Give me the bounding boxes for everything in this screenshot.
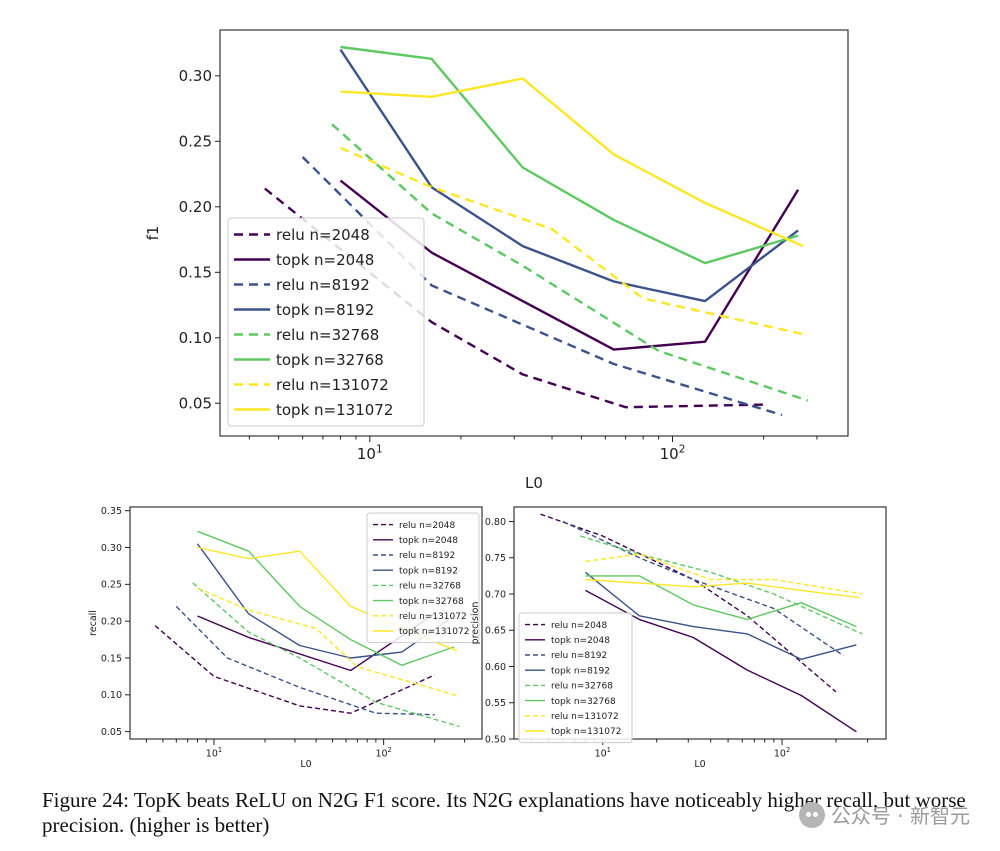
legend-label: relu n=8192 bbox=[399, 551, 455, 561]
series-line-relu-n-131072 bbox=[340, 146, 809, 337]
legend-label: relu n=8192 bbox=[551, 651, 607, 661]
chart-f1: 101 102 0.05 0.10 0.15 0.20 0.25 0.30 L0 f1 relu n… bbox=[144, 29, 849, 492]
figure-canvas: 101 102 0.05 0.10 0.15 0.20 0.25 0.30 L0 f1 relu n… bbox=[88, 29, 887, 770]
legend-label: relu n=131072 bbox=[276, 376, 389, 394]
x-axis-label: L0 bbox=[300, 759, 311, 770]
series-line-topk-n-8192 bbox=[339, 48, 799, 303]
watermark-text: 公众号 · 新智元 bbox=[830, 804, 970, 828]
plot-frame bbox=[513, 506, 887, 740]
y-tick-label: 0.25 bbox=[101, 580, 122, 591]
legend-label: relu n=2048 bbox=[399, 521, 456, 531]
y-tick-label: 0.55 bbox=[485, 698, 506, 709]
y-tick-label: 0.30 bbox=[179, 67, 212, 85]
chart-recall: 101 102 0.05 0.10 0.15 0.20 0.25 0.30 0.35 L0 reca… bbox=[88, 506, 483, 770]
x-tick-label: 102 bbox=[660, 443, 686, 463]
legend-box bbox=[366, 512, 480, 644]
y-tick-label: 0.35 bbox=[101, 506, 122, 517]
legend-label: relu n=131072 bbox=[399, 612, 467, 622]
x-tick-label: 102 bbox=[774, 746, 790, 759]
legend-label: topk n=2048 bbox=[399, 536, 458, 546]
legend-label: topk n=8192 bbox=[276, 301, 374, 319]
x-tick-label: 102 bbox=[375, 746, 391, 759]
y-tick-label: 0.65 bbox=[485, 626, 506, 637]
y-axis-label: precision bbox=[470, 602, 481, 645]
y-tick-label: 0.60 bbox=[485, 662, 506, 673]
chart-precision: 101 102 0.50 0.55 0.60 0.65 0.70 0.75 0.80 L0 prec… bbox=[470, 506, 887, 770]
y-tick-label: 0.25 bbox=[179, 133, 212, 151]
series-line-relu-n-32768 bbox=[331, 123, 809, 402]
series-line-topk-n-131072 bbox=[340, 77, 804, 248]
legend-label: relu n=32768 bbox=[399, 582, 461, 592]
series-line-topk-n-32768 bbox=[585, 575, 857, 628]
legend-label: relu n=2048 bbox=[276, 226, 370, 244]
y-tick-label: 0.75 bbox=[485, 553, 506, 564]
legend-label: topk n=2048 bbox=[276, 251, 374, 269]
y-tick-label: 0.05 bbox=[101, 727, 122, 738]
legend-box bbox=[227, 217, 425, 427]
y-tick-label: 0.10 bbox=[179, 329, 212, 347]
series-line-relu-n-8192 bbox=[175, 605, 435, 716]
y-axis-label: f1 bbox=[144, 226, 162, 241]
y-tick-label: 0.20 bbox=[101, 616, 122, 627]
plot-frame bbox=[219, 29, 849, 437]
legend-label: topk n=2048 bbox=[551, 636, 610, 646]
legend-label: topk n=32768 bbox=[399, 597, 464, 607]
y-tick-label: 0.15 bbox=[101, 653, 122, 664]
series-line-relu-n-131072 bbox=[585, 553, 863, 595]
legend-label: relu n=32768 bbox=[551, 682, 613, 692]
series-line-topk-n-131072 bbox=[585, 578, 860, 599]
series-line-relu-n-131072 bbox=[197, 587, 460, 697]
legend-label: topk n=131072 bbox=[399, 627, 469, 637]
legend: relu n=2048 topk n=2048 relu n=8192 topk n=… bbox=[518, 612, 633, 744]
legend-label: topk n=131072 bbox=[276, 401, 393, 419]
series-line-relu-n-2048 bbox=[540, 513, 837, 693]
figure-caption: Figure 24: TopK beats ReLU on N2G F1 sco… bbox=[42, 788, 966, 837]
y-tick-label: 0.10 bbox=[101, 690, 122, 701]
legend-box bbox=[518, 612, 633, 744]
plot-frame bbox=[129, 506, 483, 740]
legend: relu n=2048 topk n=2048 relu n=8192 topk n=… bbox=[227, 217, 425, 427]
legend-label: relu n=2048 bbox=[551, 621, 608, 631]
legend-label: relu n=8192 bbox=[276, 276, 370, 294]
series-line-relu-n-2048 bbox=[154, 625, 435, 714]
legend-label: relu n=32768 bbox=[276, 326, 379, 344]
y-tick-label: 0.15 bbox=[179, 264, 212, 282]
y-tick-label: 0.50 bbox=[485, 734, 506, 745]
series-line-relu-n-32768 bbox=[192, 582, 460, 728]
y-tick-label: 0.80 bbox=[485, 517, 506, 528]
y-tick-label: 0.20 bbox=[179, 198, 212, 216]
legend-label: topk n=32768 bbox=[276, 351, 384, 369]
legend-label: relu n=131072 bbox=[551, 712, 619, 722]
wechat-icon bbox=[798, 801, 825, 828]
x-tick-label: 101 bbox=[357, 443, 383, 463]
x-axis-label: L0 bbox=[694, 759, 705, 770]
legend-label: topk n=8192 bbox=[399, 566, 458, 576]
series-line-topk-n-32768 bbox=[340, 45, 799, 265]
y-tick-label: 0.30 bbox=[101, 543, 122, 554]
watermark: 公众号 · 新智元 bbox=[798, 800, 970, 829]
legend-label: topk n=131072 bbox=[551, 727, 621, 737]
x-axis-label: L0 bbox=[525, 474, 543, 492]
series-line-topk-n-8192 bbox=[584, 571, 857, 660]
legend-label: topk n=32768 bbox=[551, 697, 616, 707]
series-group bbox=[154, 530, 460, 728]
legend-label: topk n=8192 bbox=[551, 666, 610, 676]
series-line-topk-n-8192 bbox=[196, 543, 455, 659]
x-tick-label: 101 bbox=[206, 746, 222, 759]
series-line-relu-n-32768 bbox=[580, 535, 863, 635]
legend: relu n=2048 topk n=2048 relu n=8192 topk n=… bbox=[366, 512, 480, 644]
series-line-topk-n-32768 bbox=[197, 530, 455, 666]
y-tick-label: 0.70 bbox=[485, 589, 506, 600]
x-tick-label: 101 bbox=[595, 746, 611, 759]
y-tick-label: 0.05 bbox=[179, 395, 212, 413]
y-axis-label: recall bbox=[88, 610, 99, 636]
